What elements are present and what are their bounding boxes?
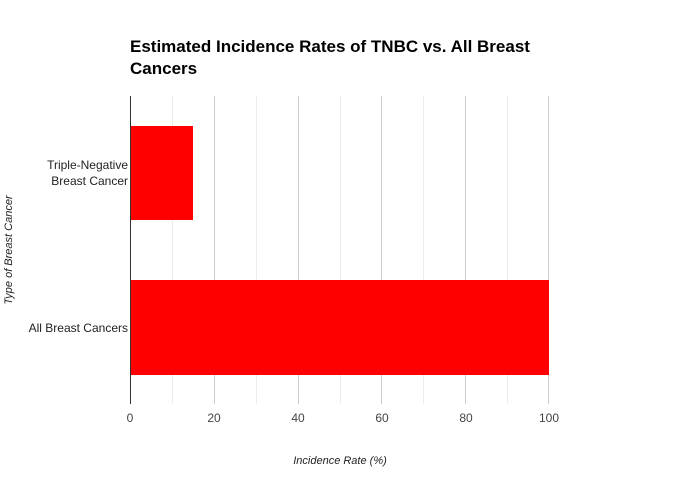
y-axis-line <box>130 96 131 404</box>
title-line-2: Cancers <box>130 59 198 78</box>
gridline-50 <box>339 96 341 404</box>
x-tick-label: 40 <box>291 411 305 425</box>
x-tick-label: 0 <box>126 411 134 425</box>
gridline-80 <box>465 96 467 404</box>
gridline-20 <box>213 96 215 404</box>
y-category-line: Triple-Negative <box>47 158 128 172</box>
gridline-100 <box>548 96 549 404</box>
gridline-40 <box>297 96 299 404</box>
x-tick-label: 80 <box>459 411 473 425</box>
x-axis-title: Incidence Rate (%) <box>293 455 387 467</box>
x-tick-label: 20 <box>207 411 221 425</box>
y-category-triple-negative: Triple-Negative Breast Cancer <box>47 157 128 189</box>
bar-triple-negative[interactable] <box>130 126 193 220</box>
y-category-line: Breast Cancer <box>51 174 128 188</box>
gridline-90 <box>507 96 509 404</box>
gridline-10 <box>171 96 173 404</box>
x-tick-label: 60 <box>375 411 389 425</box>
x-tick-label: 100 <box>538 411 560 425</box>
gridline-30 <box>255 96 257 404</box>
gridline-70 <box>423 96 425 404</box>
bar-all-breast-cancers[interactable] <box>130 280 549 375</box>
y-category-all-breast-cancers: All Breast Cancers <box>29 320 128 336</box>
plot-area <box>130 96 549 404</box>
gridline-60 <box>381 96 383 404</box>
y-category-line: All Breast Cancers <box>28 321 128 335</box>
y-axis-title: Type of Breast Cancer <box>3 195 15 305</box>
title-line-1: Estimated Incidence Rates of TNBC vs. Al… <box>130 37 530 56</box>
chart-title: Estimated Incidence Rates of TNBC vs. Al… <box>130 36 550 80</box>
